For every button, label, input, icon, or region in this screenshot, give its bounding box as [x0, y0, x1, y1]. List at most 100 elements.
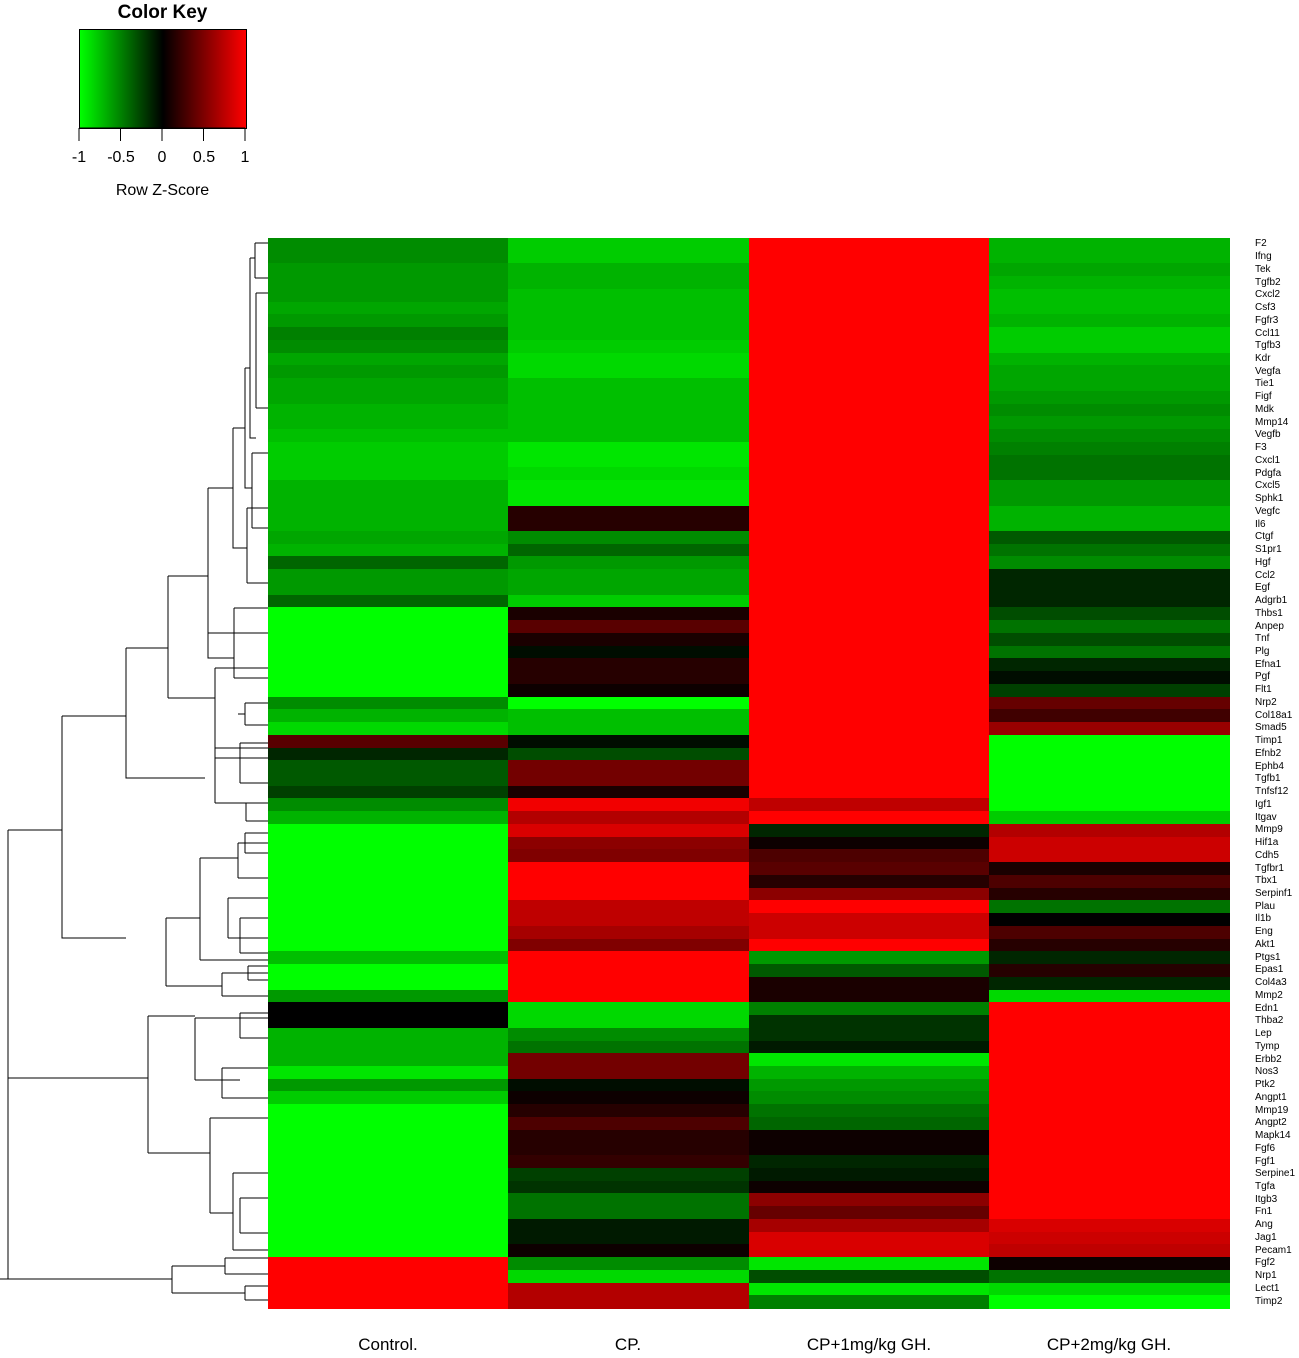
- heatmap-cell: [988, 925, 1230, 940]
- heatmap-cell: [268, 1269, 509, 1284]
- heatmap-cell: [748, 785, 990, 800]
- heatmap-cell: [268, 1002, 509, 1016]
- heatmap-cell: [988, 1002, 1230, 1016]
- heatmap-cell: [748, 454, 990, 468]
- heatmap-cell: [268, 1116, 509, 1131]
- heatmap-cell: [748, 1015, 990, 1029]
- heatmap-cell: [748, 530, 990, 545]
- heatmap-cell: [748, 390, 990, 405]
- row-label: Smad5: [1255, 722, 1287, 734]
- heatmap-cell: [508, 467, 750, 481]
- heatmap-cell: [748, 1053, 990, 1067]
- heatmap-cell: [508, 594, 750, 608]
- heatmap-cell: [508, 862, 750, 876]
- heatmap-cell: [268, 696, 509, 710]
- column-label: CP+2mg/kg GH.: [1046, 1335, 1172, 1354]
- heatmap-cell: [268, 1244, 509, 1258]
- row-label: Vegfc: [1255, 505, 1281, 517]
- heatmap-cell: [268, 301, 509, 316]
- heatmap-cell: [268, 632, 509, 647]
- row-label: Pgf: [1255, 671, 1271, 683]
- heatmap-cell: [508, 849, 750, 863]
- heatmap-cell: [748, 620, 990, 634]
- heatmap-cell: [748, 1244, 990, 1258]
- heatmap-cell: [268, 671, 509, 685]
- heatmap-cell: [268, 722, 509, 736]
- heatmap-cell: [988, 416, 1230, 430]
- heatmap-cell: [508, 913, 750, 927]
- heatmap-cell: [748, 645, 990, 659]
- heatmap-cell: [508, 518, 750, 532]
- heatmap-cell: [988, 1244, 1230, 1258]
- heatmap-cell: [268, 1295, 509, 1309]
- heatmap-cell: [748, 683, 990, 698]
- row-label: Cdh5: [1255, 849, 1279, 861]
- row-label: Mapk14: [1255, 1130, 1291, 1142]
- row-label: Vegfb: [1255, 429, 1281, 441]
- heatmap-cell: [988, 594, 1230, 608]
- heatmap-cell: [748, 671, 990, 685]
- heatmap-cell: [748, 263, 990, 277]
- heatmap-cell: [988, 1167, 1230, 1182]
- heatmap-cell: [268, 429, 509, 443]
- heatmap-cell: [988, 658, 1230, 672]
- heatmap-cell: [988, 747, 1230, 761]
- heatmap-cell: [508, 1282, 750, 1296]
- row-label: Flt1: [1255, 684, 1272, 696]
- heatmap-cell: [268, 1282, 509, 1296]
- heatmap-cell: [508, 1167, 750, 1182]
- heatmap-cell: [508, 785, 750, 800]
- heatmap-cell: [508, 607, 750, 621]
- heatmap-cell: [988, 288, 1230, 303]
- heatmap-cell: [748, 722, 990, 736]
- heatmap-cell: [988, 1116, 1230, 1131]
- heatmap-cell: [268, 594, 509, 608]
- key-tick: 0.5: [192, 149, 216, 166]
- heatmap-cell: [748, 964, 990, 978]
- color-key-title: Color Key: [117, 2, 208, 23]
- heatmap-cell: [268, 352, 509, 366]
- row-label: Serpine1: [1255, 1168, 1296, 1180]
- heatmap-cell: [508, 1269, 750, 1284]
- heatmap-cell: [508, 696, 750, 710]
- heatmap-cell: [508, 1244, 750, 1258]
- row-label: Fgf2: [1255, 1257, 1276, 1269]
- color-key-xlabel: Row Z-Score: [115, 182, 210, 199]
- heatmap-cell: [748, 327, 990, 341]
- heatmap-cell: [748, 989, 990, 1003]
- heatmap-cell: [988, 492, 1230, 507]
- row-label: Il6: [1255, 518, 1266, 530]
- heatmap-cell: [988, 798, 1230, 812]
- heatmap-cell: [748, 607, 990, 621]
- heatmap-cell: [748, 798, 990, 812]
- heatmap-cell: [988, 760, 1230, 774]
- heatmap-cell: [508, 1193, 750, 1207]
- heatmap-cell: [268, 390, 509, 405]
- heatmap-cell: [268, 238, 509, 252]
- heatmap-cell: [508, 709, 750, 723]
- row-label: Tgfb1: [1255, 773, 1281, 785]
- heatmap-cell: [988, 543, 1230, 558]
- heatmap-cell: [988, 645, 1230, 659]
- heatmap-cell: [268, 607, 509, 621]
- heatmap-cell: [988, 989, 1230, 1003]
- heatmap-cell: [748, 1231, 990, 1245]
- heatmap-cell: [508, 747, 750, 761]
- heatmap-cell: [508, 683, 750, 698]
- heatmap-cell: [748, 887, 990, 901]
- row-label: Cxcl1: [1255, 454, 1281, 466]
- heatmap-cell: [748, 1180, 990, 1194]
- heatmap-cell: [508, 632, 750, 647]
- heatmap-cell: [268, 1078, 509, 1093]
- heatmap-cell: [748, 1155, 990, 1169]
- heatmap-cell: [748, 288, 990, 303]
- heatmap-cell: [508, 480, 750, 494]
- heatmap-cell: [748, 709, 990, 723]
- heatmap-cell: [988, 1269, 1230, 1284]
- heatmap-cell: [988, 1231, 1230, 1245]
- heatmap-cell: [748, 1040, 990, 1054]
- heatmap-cell: [988, 620, 1230, 634]
- heatmap-cell: [508, 1231, 750, 1245]
- heatmap-cell: [508, 620, 750, 634]
- heatmap-cell: [988, 263, 1230, 277]
